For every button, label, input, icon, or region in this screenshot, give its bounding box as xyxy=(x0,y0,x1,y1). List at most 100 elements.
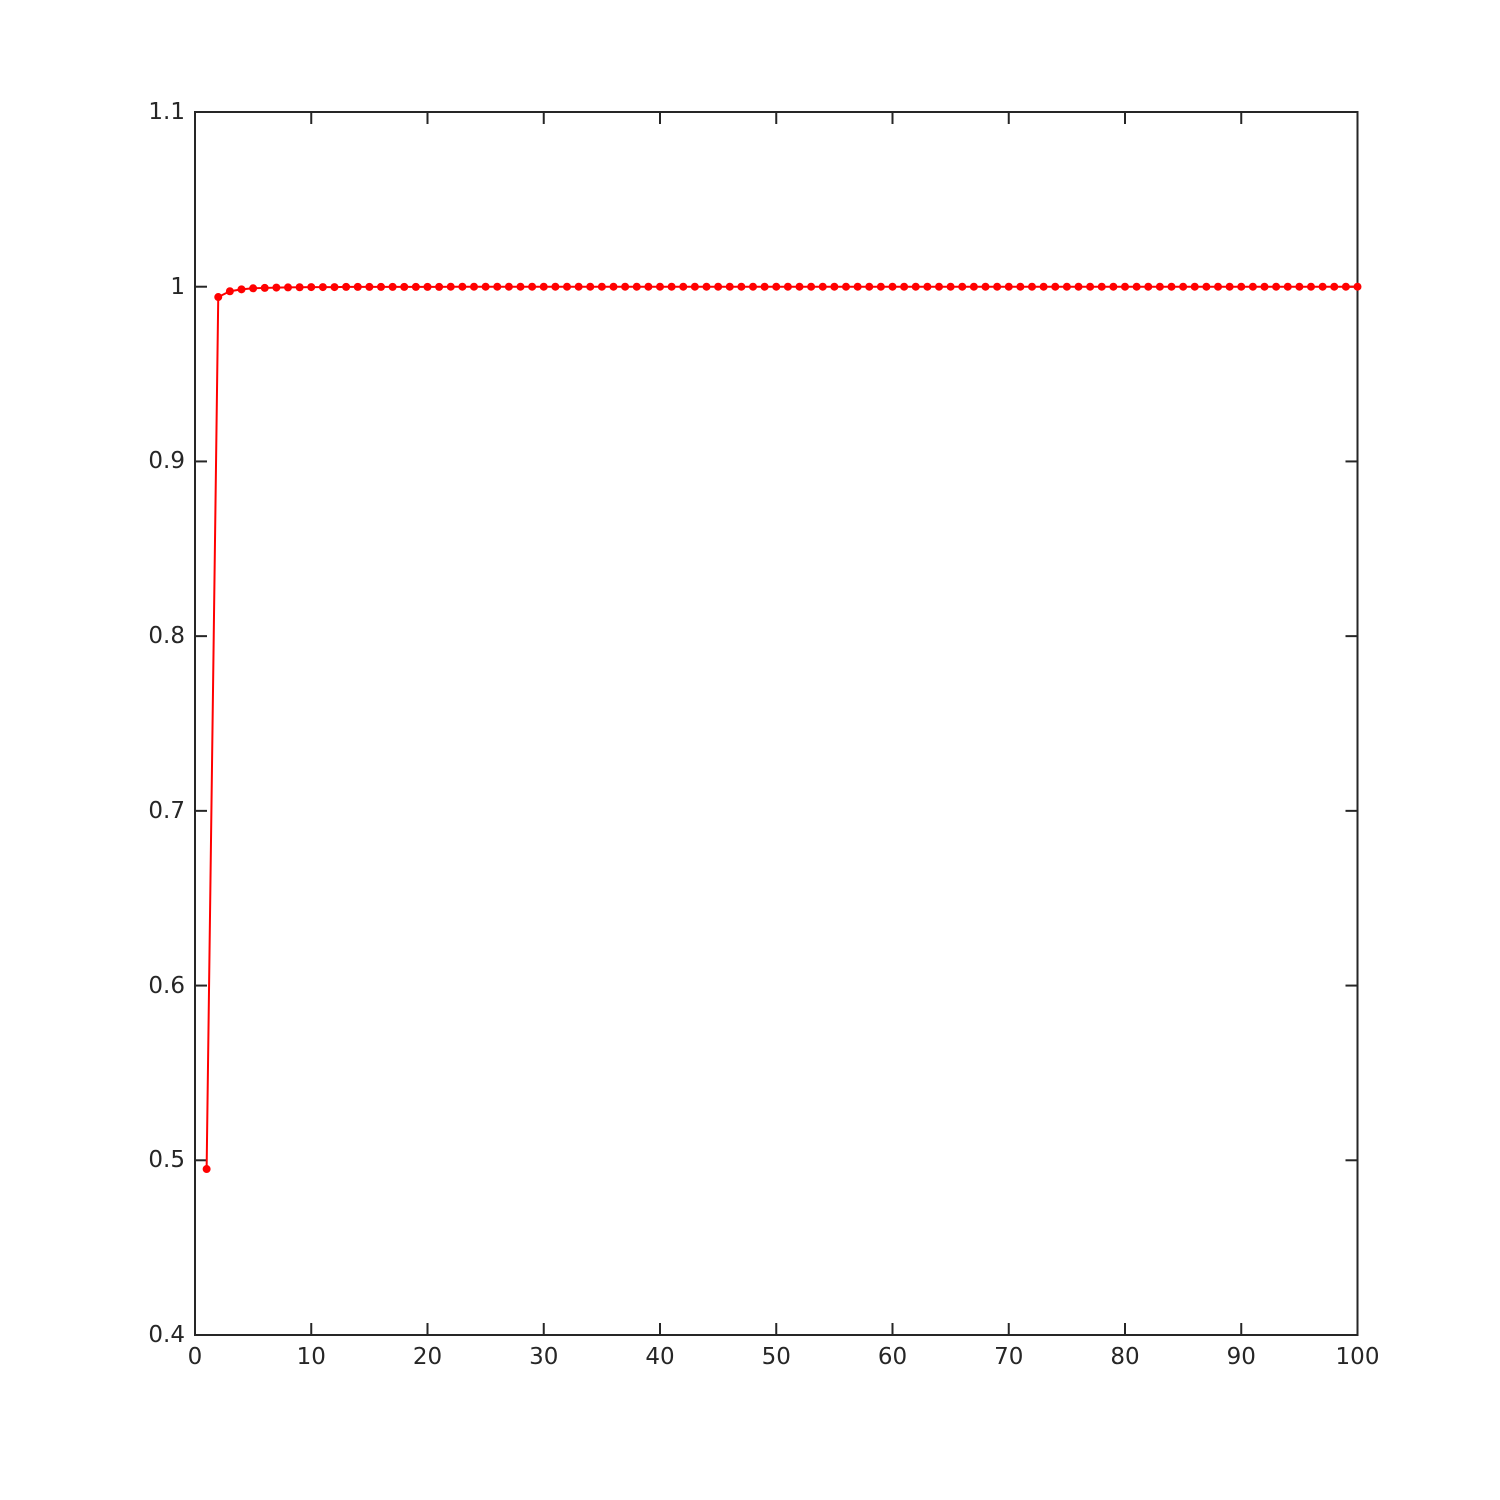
data-point-marker xyxy=(1086,282,1095,291)
data-point-marker xyxy=(1330,282,1339,291)
x-tick-label: 90 xyxy=(1226,1344,1256,1370)
data-point-marker xyxy=(365,282,374,291)
data-point-marker xyxy=(528,282,537,291)
x-tick-label: 40 xyxy=(645,1344,675,1370)
data-point-marker xyxy=(249,284,258,293)
x-tick-label: 10 xyxy=(296,1344,326,1370)
x-tick-label: 30 xyxy=(529,1344,559,1370)
data-point-marker xyxy=(1341,282,1350,291)
data-point-marker xyxy=(667,282,676,291)
x-tick-label: 20 xyxy=(412,1344,443,1370)
data-point-marker xyxy=(1307,282,1315,291)
axes-box xyxy=(194,111,1359,1336)
data-point-marker xyxy=(632,282,641,291)
data-point-marker xyxy=(865,282,874,291)
data-point-marker xyxy=(911,282,920,291)
data-point-marker xyxy=(435,282,444,291)
data-point-marker xyxy=(1097,282,1106,291)
data-point-marker xyxy=(202,1165,211,1174)
data-point-marker xyxy=(1132,282,1141,291)
data-point-marker xyxy=(1214,282,1222,291)
y-tick-label: 0.8 xyxy=(148,622,185,649)
data-point-marker xyxy=(795,282,804,291)
data-point-marker xyxy=(400,282,409,291)
data-point-marker xyxy=(690,282,699,291)
data-point-marker xyxy=(214,293,223,302)
data-point-marker xyxy=(597,282,606,291)
data-point-marker xyxy=(1039,282,1048,291)
data-point-marker xyxy=(516,282,525,291)
data-point-marker xyxy=(842,282,850,291)
x-tick-label: 0 xyxy=(187,1344,203,1370)
series-line-convergence-curve xyxy=(205,285,1358,1170)
data-point-marker xyxy=(1051,282,1060,291)
data-point-marker xyxy=(307,283,316,292)
data-point-marker xyxy=(876,282,885,291)
data-point-marker xyxy=(330,283,339,292)
data-point-marker xyxy=(853,282,862,291)
data-point-marker xyxy=(1062,282,1071,291)
data-point-marker xyxy=(1318,282,1327,291)
data-point-marker xyxy=(783,282,792,291)
data-point-marker xyxy=(993,282,1002,291)
y-tick-label: 1.1 xyxy=(148,98,185,125)
data-point-marker xyxy=(958,282,967,291)
data-point-marker xyxy=(1283,282,1292,291)
data-point-marker xyxy=(411,282,420,291)
data-point-marker xyxy=(225,287,234,296)
y-tick-label: 0.4 xyxy=(148,1321,185,1348)
data-point-marker xyxy=(284,283,292,292)
data-point-marker xyxy=(621,282,630,291)
data-point-marker xyxy=(353,282,362,291)
data-point-marker xyxy=(342,282,351,291)
data-point-marker xyxy=(1121,282,1129,291)
data-point-marker xyxy=(237,285,246,294)
data-point-marker xyxy=(1225,282,1234,291)
data-point-marker xyxy=(1004,282,1013,291)
data-point-marker xyxy=(923,282,932,291)
data-point-marker xyxy=(807,282,816,291)
data-point-marker xyxy=(1248,282,1257,291)
data-point-marker xyxy=(318,283,327,292)
x-tick-label: 80 xyxy=(1110,1344,1140,1370)
data-point-marker xyxy=(551,282,560,291)
y-tick-label: 0.9 xyxy=(148,448,185,475)
data-point-marker xyxy=(888,282,897,291)
data-point-marker xyxy=(1237,282,1246,291)
data-point-marker xyxy=(1272,282,1281,291)
data-point-marker xyxy=(1167,282,1176,291)
y-tick-label: 0.7 xyxy=(148,797,185,824)
x-tick-label: 100 xyxy=(1335,1344,1380,1370)
data-point-marker xyxy=(656,282,664,291)
data-point-marker xyxy=(702,282,711,291)
data-point-marker xyxy=(1016,282,1025,291)
data-point-marker xyxy=(714,282,723,291)
data-point-marker xyxy=(1190,282,1199,291)
x-tick-label: 70 xyxy=(994,1344,1024,1370)
data-point-marker xyxy=(574,282,583,291)
data-point-marker xyxy=(458,282,467,291)
data-point-marker xyxy=(737,282,746,291)
data-point-marker xyxy=(830,282,839,291)
y-tick-label: 1 xyxy=(170,273,185,300)
data-point-marker xyxy=(1295,282,1304,291)
data-point-marker xyxy=(470,282,478,291)
data-point-marker xyxy=(725,282,734,291)
data-point-marker xyxy=(377,282,385,291)
data-point-marker xyxy=(981,282,990,291)
data-point-marker xyxy=(504,282,513,291)
data-point-marker xyxy=(1109,282,1118,291)
data-point-marker xyxy=(969,282,978,291)
y-tick-label: 0.5 xyxy=(148,1147,185,1174)
data-point-marker xyxy=(900,282,909,291)
data-point-marker xyxy=(272,283,281,292)
data-point-marker xyxy=(760,282,769,291)
data-point-marker xyxy=(749,282,757,291)
data-point-marker xyxy=(935,282,943,291)
data-point-marker xyxy=(1155,282,1164,291)
data-point-marker xyxy=(1074,282,1083,291)
data-point-marker xyxy=(946,282,955,291)
data-point-marker xyxy=(1028,282,1036,291)
data-point-marker xyxy=(295,283,304,292)
data-point-marker xyxy=(772,282,781,291)
